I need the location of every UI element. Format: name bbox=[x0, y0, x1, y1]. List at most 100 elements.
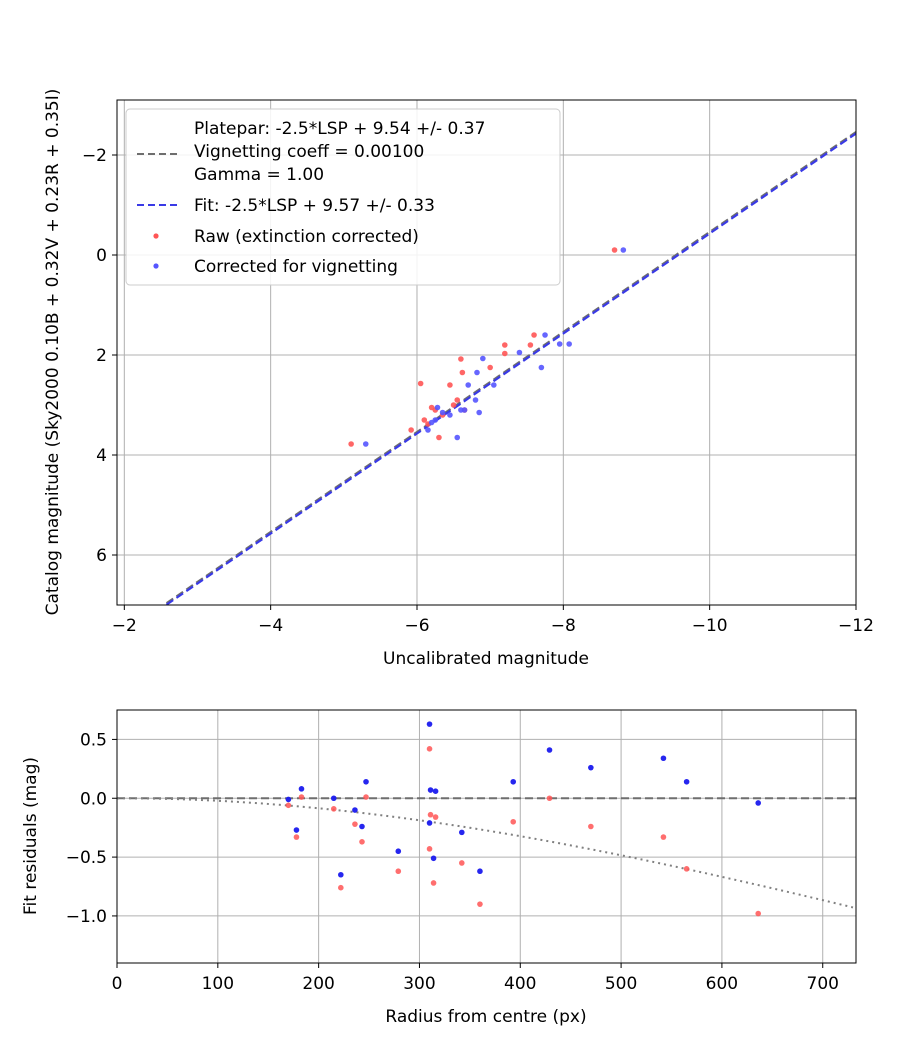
legend-corrected-label: Corrected for vignetting bbox=[194, 257, 398, 277]
bottom-raw-point bbox=[330, 806, 337, 812]
bottom-corrected-point bbox=[293, 827, 300, 833]
top-corrected-point bbox=[472, 397, 479, 403]
bottom-corrected-point bbox=[330, 795, 337, 802]
bottom-raw-point bbox=[298, 794, 305, 800]
top-corrected-point bbox=[461, 407, 468, 413]
bottom-raw-point bbox=[660, 834, 667, 840]
top-x-tick-label: −4 bbox=[258, 616, 283, 636]
bottom-x-tick-label: 500 bbox=[605, 974, 637, 994]
bottom-y-tick-label: 0.0 bbox=[80, 789, 107, 809]
top-corrected-point bbox=[491, 382, 497, 388]
bottom-reference-lines bbox=[117, 797, 856, 909]
top-raw-point bbox=[421, 417, 428, 423]
top-y-axis-label: Catalog magnitude (Sky2000 0.10B + 0.32V… bbox=[43, 89, 63, 616]
top-x-tick-label: −8 bbox=[551, 616, 576, 636]
bottom-corrected-point bbox=[432, 788, 439, 794]
bottom-corrected-point bbox=[430, 855, 437, 862]
top-legend: Platepar: -2.5*LSP + 9.54 +/- 0.37 Vigne… bbox=[125, 108, 561, 286]
top-corrected-point bbox=[516, 349, 523, 356]
bottom-raw-point bbox=[430, 880, 437, 886]
top-raw-point bbox=[454, 397, 461, 403]
top-corrected-point bbox=[538, 364, 545, 371]
legend-gamma-label: Gamma = 1.00 bbox=[194, 165, 324, 185]
bottom-axes-frame bbox=[116, 709, 857, 964]
top-x-tick-label: −12 bbox=[838, 616, 874, 636]
top-corrected-point bbox=[439, 409, 446, 416]
top-raw-point bbox=[501, 350, 508, 357]
top-corrected-point bbox=[476, 409, 482, 416]
bottom-y-axis-label: Fit residuals (mag) bbox=[21, 757, 41, 915]
bottom-corrected-point bbox=[427, 787, 434, 793]
top-raw-point bbox=[527, 342, 534, 348]
legend-platepar-label: Platepar: -2.5*LSP + 9.54 +/- 0.37 bbox=[194, 119, 485, 139]
bottom-x-tick-label: 600 bbox=[706, 974, 738, 994]
legend-vignetting-label: Vignetting coeff = 0.00100 bbox=[194, 142, 424, 162]
bottom-corrected-point bbox=[285, 796, 292, 803]
bottom-y-tick-label: 0.5 bbox=[80, 730, 107, 750]
top-raw-point bbox=[408, 427, 414, 433]
bottom-x-axis-label: Radius from centre (px) bbox=[385, 1007, 586, 1027]
bottom-corrected-point bbox=[426, 721, 433, 727]
calibration-plot: −2 −4 −6 −8 −10 −12 −2 0 2 4 6 Platepar: -2.5*LSP … bbox=[43, 89, 874, 669]
top-raw-point bbox=[458, 356, 464, 362]
top-x-tick-label: −2 bbox=[112, 616, 137, 636]
top-fit-line bbox=[164, 132, 856, 605]
bottom-corrected-point bbox=[426, 820, 433, 826]
top-raw-point bbox=[447, 382, 453, 388]
bottom-corrected-point bbox=[338, 871, 344, 878]
legend-raw-marker bbox=[153, 233, 159, 239]
bottom-raw-point bbox=[395, 868, 402, 875]
bottom-x-tick-label: 100 bbox=[202, 974, 234, 994]
top-raw-point bbox=[417, 380, 424, 387]
bottom-x-tick-label: 300 bbox=[403, 974, 435, 994]
bottom-corrected-point bbox=[683, 778, 690, 785]
bottom-raw-point bbox=[293, 834, 300, 840]
bottom-corrected-point bbox=[298, 786, 305, 792]
bottom-raw-point bbox=[352, 821, 358, 827]
top-raw-point bbox=[348, 441, 354, 447]
top-x-tick-label: −10 bbox=[692, 616, 728, 636]
bottom-corrected-point bbox=[755, 800, 762, 806]
bottom-raw-point bbox=[285, 802, 292, 809]
bottom-raw-point bbox=[432, 814, 439, 820]
bottom-x-tick-label: 700 bbox=[807, 974, 839, 994]
top-corrected-point bbox=[465, 382, 472, 388]
top-platepar-line bbox=[161, 131, 856, 605]
top-ticks: −2 −4 −6 −8 −10 −12 −2 0 2 4 6 bbox=[82, 146, 874, 636]
top-y-tick-label: 4 bbox=[96, 446, 107, 466]
top-corrected-point bbox=[434, 404, 441, 411]
top-corrected-point bbox=[447, 412, 453, 418]
bottom-x-tick-label: 200 bbox=[302, 974, 334, 994]
top-raw-point bbox=[450, 402, 457, 408]
bottom-raw-point bbox=[426, 746, 433, 752]
bottom-raw-point bbox=[588, 823, 594, 830]
bottom-raw-point bbox=[477, 901, 483, 907]
legend-fit-label: Fit: -2.5*LSP + 9.57 +/- 0.33 bbox=[194, 196, 435, 216]
top-axes-frame bbox=[116, 99, 857, 606]
bottom-y-tick-label: −1.0 bbox=[66, 907, 107, 927]
residuals-plot: 0 100 200 300 400 500 600 700 0.5 0.0 −0.5 −1.0 Rad… bbox=[21, 709, 857, 1027]
bottom-raw-point bbox=[426, 846, 433, 852]
bottom-corrected-point bbox=[588, 764, 594, 771]
bottom-ticks: 0 100 200 300 400 500 600 700 0.5 0.0 −0.5 −1.0 bbox=[66, 730, 839, 994]
bottom-raw-point bbox=[755, 910, 762, 917]
bottom-corrected-point bbox=[477, 868, 483, 875]
top-corrected-point bbox=[542, 332, 548, 338]
top-raw-point bbox=[436, 434, 442, 441]
bottom-raw-point bbox=[338, 884, 344, 891]
bottom-corrected-point bbox=[395, 848, 402, 855]
top-raw-point bbox=[487, 364, 493, 371]
top-x-axis-label: Uncalibrated magnitude bbox=[383, 649, 589, 669]
bottom-raw-point bbox=[359, 838, 365, 845]
bottom-x-tick-label: 400 bbox=[504, 974, 536, 994]
top-corrected-point bbox=[620, 247, 627, 253]
top-y-tick-label: 0 bbox=[96, 246, 107, 266]
legend-corrected-marker bbox=[153, 263, 159, 269]
bottom-corrected-point bbox=[510, 778, 517, 785]
bottom-corrected-point bbox=[352, 807, 358, 813]
bottom-corrected-point bbox=[546, 747, 553, 753]
bottom-points bbox=[285, 721, 762, 917]
top-raw-point bbox=[501, 342, 508, 348]
top-corrected-point bbox=[556, 341, 563, 347]
bottom-vignetting-curve bbox=[117, 797, 854, 909]
